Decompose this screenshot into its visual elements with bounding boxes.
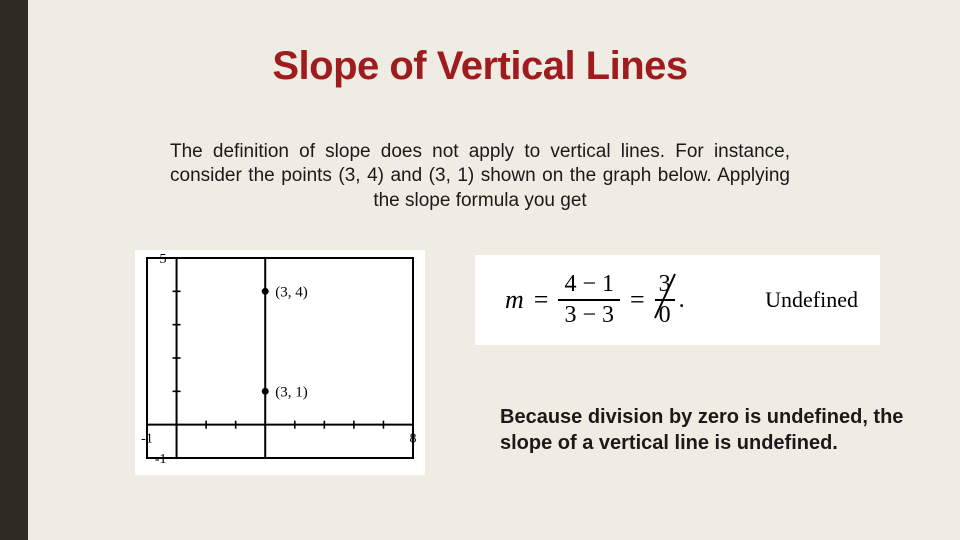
svg-text:5: 5 <box>160 252 167 267</box>
variable-m: m <box>505 285 524 315</box>
conclusion-paragraph: Because division by zero is undefined, t… <box>500 405 910 456</box>
equals-sign-1: = <box>534 285 549 315</box>
intro-paragraph: The definition of slope does not apply t… <box>170 140 790 213</box>
graph-panel: 8 -1 5 -1 (3, 4) (3, 1) <box>135 250 425 475</box>
formula-panel: m = 4 − 1 3 − 3 = 3 0 . Undefined <box>475 255 880 345</box>
result-denominator: 0 <box>655 301 675 328</box>
svg-text:-1: -1 <box>155 452 167 467</box>
fraction-result: 3 0 <box>655 272 675 328</box>
slide-title: Slope of Vertical Lines <box>0 44 960 89</box>
svg-text:(3, 4): (3, 4) <box>275 284 308 300</box>
slide: Slope of Vertical Lines The definition o… <box>0 0 960 540</box>
result-numerator: 3 <box>655 272 675 301</box>
svg-text:-1: -1 <box>141 432 153 447</box>
numerator: 4 − 1 <box>558 272 620 301</box>
fraction-main: 4 − 1 3 − 3 <box>558 272 620 328</box>
period: . <box>679 287 685 314</box>
equals-sign-2: = <box>630 285 645 315</box>
vertical-line-graph: 8 -1 5 -1 (3, 4) (3, 1) <box>135 250 425 475</box>
denominator: 3 − 3 <box>558 301 620 328</box>
slope-equation: m = 4 − 1 3 − 3 = 3 0 . <box>505 272 685 328</box>
svg-text:8: 8 <box>410 432 417 447</box>
undefined-label: Undefined <box>765 287 858 313</box>
svg-text:(3, 1): (3, 1) <box>275 384 308 400</box>
